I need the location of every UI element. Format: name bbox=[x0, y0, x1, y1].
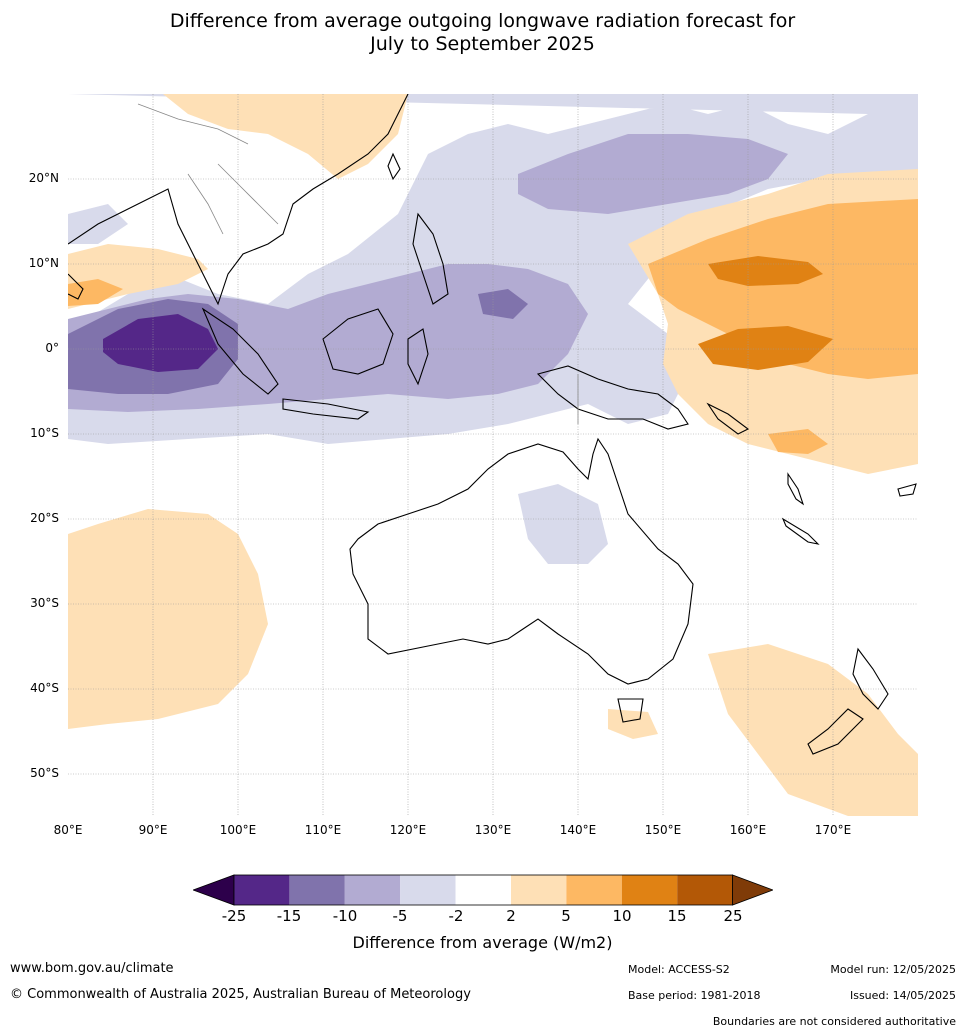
philippines-coastline bbox=[412, 212, 449, 305]
lon-label-80e: 80°E bbox=[53, 823, 83, 837]
lat-label-10s: 10°S bbox=[30, 426, 59, 440]
anomaly-p5-10-west bbox=[68, 279, 123, 306]
india-coastline bbox=[68, 273, 84, 300]
lat-label-30s: 30°S bbox=[30, 596, 59, 610]
colorbar-tick-p2: 2 bbox=[506, 907, 516, 925]
lon-label-110e: 110°E bbox=[304, 823, 342, 837]
anomaly-p10-15-upper bbox=[708, 256, 823, 286]
anomaly-n10-5-north bbox=[518, 134, 788, 214]
colorbar-bin-n25-15 bbox=[234, 875, 290, 905]
lon-label-140e: 140°E bbox=[559, 823, 597, 837]
colorbar-tick-p5: 5 bbox=[561, 907, 571, 925]
colorbar-tick-p10: 10 bbox=[612, 907, 632, 925]
anomaly-p2-5-sw bbox=[68, 509, 268, 729]
colorbar-tick-n10: -10 bbox=[332, 907, 358, 925]
anomaly-p5-10-east bbox=[648, 199, 918, 379]
lat-label-20s: 20°S bbox=[30, 511, 59, 525]
colorbar-tick-p25: 25 bbox=[723, 907, 743, 925]
colorbar-bin-p10-15 bbox=[621, 875, 678, 905]
java-coastline bbox=[282, 398, 370, 420]
nz-north-coastline bbox=[852, 647, 889, 710]
colorbar-bin-n2-2 bbox=[455, 875, 511, 905]
vanuatu-coastline bbox=[787, 472, 805, 506]
title-line-2: July to September 2025 bbox=[370, 33, 595, 55]
colorbar-tick-p15: 15 bbox=[667, 907, 687, 925]
title-line-1: Difference from average outgoing longwav… bbox=[169, 10, 796, 32]
positive-anomaly-regions bbox=[68, 94, 918, 816]
anomaly-n25-15-region bbox=[103, 314, 218, 372]
asia-coastline bbox=[68, 94, 409, 306]
colorbar-label: Difference from average (W/m2) bbox=[352, 933, 613, 952]
lon-label-100e: 100°E bbox=[219, 823, 257, 837]
colorbar-bin-p2-5 bbox=[511, 875, 567, 905]
lat-label-40s: 40°S bbox=[30, 681, 59, 695]
sumatra-coastline bbox=[201, 307, 279, 395]
colorbar-bin-n5-2 bbox=[400, 875, 456, 905]
base-period-text: Base period: 1981-2018 bbox=[628, 989, 761, 1002]
lon-label-90e: 90°E bbox=[138, 823, 168, 837]
lon-label-170e: 170°E bbox=[814, 823, 852, 837]
colorbar-bin-p5-10 bbox=[566, 875, 622, 905]
lon-label-150e: 150°E bbox=[644, 823, 682, 837]
new-caledonia-coastline bbox=[781, 517, 820, 545]
nz-south-coastline bbox=[807, 708, 864, 755]
colorbar-tick-n25: -25 bbox=[221, 907, 247, 925]
forecast-map[interactable] bbox=[68, 94, 918, 816]
lon-label-160e: 160°E bbox=[729, 823, 767, 837]
australia-coastline bbox=[349, 437, 694, 685]
colorbar-extend-min bbox=[193, 874, 235, 906]
tasmania-coastline bbox=[617, 698, 644, 723]
sulawesi-coastline bbox=[407, 328, 429, 386]
lat-label-20n: 20°N bbox=[28, 171, 59, 185]
borders bbox=[137, 103, 579, 424]
anomaly-n5-2-australia bbox=[518, 484, 608, 564]
lat-label-0: 0° bbox=[45, 341, 59, 355]
issued-text: Issued: 14/05/2025 bbox=[849, 989, 956, 1002]
colorbar bbox=[193, 874, 773, 906]
copyright-text: © Commonwealth of Australia 2025, Austra… bbox=[10, 987, 471, 1002]
borneo-coastline bbox=[322, 308, 394, 375]
colorbar-tick-n2: -2 bbox=[448, 907, 464, 925]
model-run-text: Model run: 12/05/2025 bbox=[830, 963, 956, 976]
model-text: Model: ACCESS-S2 bbox=[628, 963, 730, 976]
map-svg bbox=[68, 94, 918, 816]
colorbar-bin-p15-25 bbox=[677, 875, 733, 905]
anomaly-p2-5-tas bbox=[608, 709, 658, 739]
fiji-coastline bbox=[897, 483, 917, 497]
anomaly-p10-15-lower bbox=[698, 326, 833, 370]
colorbar-bin-n10-5 bbox=[344, 875, 401, 905]
lat-label-10n: 10°N bbox=[28, 256, 59, 270]
anomaly-p2-5-se bbox=[708, 644, 918, 816]
taiwan-coastline bbox=[387, 152, 401, 181]
graticule bbox=[68, 94, 918, 816]
lat-label-50s: 50°S bbox=[30, 766, 59, 780]
lon-label-130e: 130°E bbox=[474, 823, 512, 837]
solomon-coastline bbox=[706, 402, 750, 435]
colorbar-tick-n5: -5 bbox=[392, 907, 408, 925]
anomaly-n15-10-small bbox=[478, 289, 528, 319]
boundaries-disclaimer: Boundaries are not considered authoritat… bbox=[712, 1015, 956, 1028]
colorbar-extend-max bbox=[732, 874, 773, 906]
colorbar-bin-n15-10 bbox=[289, 875, 345, 905]
lon-label-120e: 120°E bbox=[389, 823, 427, 837]
map-title: Difference from average outgoing longwav… bbox=[0, 10, 965, 56]
colorbar-tick-n15: -15 bbox=[276, 907, 302, 925]
website-link[interactable]: www.bom.gov.au/climate bbox=[10, 961, 174, 976]
coastlines bbox=[68, 94, 917, 755]
anomaly-p5-10-small bbox=[768, 429, 828, 454]
anomaly-p2-5-north bbox=[163, 94, 408, 179]
